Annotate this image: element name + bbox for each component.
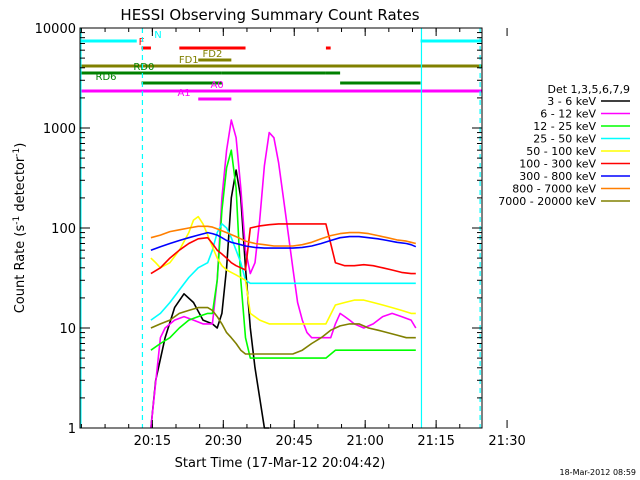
legend-entry-label: 50 - 100 keV (526, 145, 596, 158)
legend-entry-label: 100 - 300 keV (519, 158, 596, 171)
flag-label: N (154, 30, 161, 41)
y-label-exp-2: -1 (12, 148, 22, 157)
series-line (150, 149, 416, 359)
legend-entry-label: 300 - 800 keV (519, 170, 596, 183)
x-axis-label: Start Time (17-Mar-12 20:04:42) (175, 456, 386, 471)
y-axis-label: Count Rate (s-1 detector-1) (12, 143, 28, 314)
vertical-markers (80, 28, 481, 428)
series-line (150, 215, 416, 325)
flag-label: RD0 (133, 62, 154, 73)
flag-bars: NF FD1 FD2 RD0 RD6 A0 A1 (80, 30, 482, 101)
y-tick-label: 1000 (43, 122, 76, 137)
flag-label: FD2 (203, 49, 223, 60)
legend-entry-label: 7000 - 20000 keV (498, 195, 596, 208)
legend-entry-label: 6 - 12 keV (540, 108, 596, 121)
y-tick-label: 100 (51, 222, 76, 237)
axis-ticks: 1 10 100 1000 10000 20:15 20:30 20:45 21:00 21:15… (35, 22, 526, 449)
footer-timestamp: 18-Mar-2012 08:59 (560, 468, 637, 477)
series-lines (150, 119, 417, 429)
y-tick-label: 10000 (35, 22, 76, 37)
x-tick-label: 21:15 (417, 434, 454, 449)
x-tick-label: 20:15 (134, 434, 171, 449)
series-line (150, 119, 417, 429)
legend-entry-label: 800 - 7000 keV (512, 183, 596, 196)
series-line (150, 223, 416, 275)
y-label-exp-1: -1 (12, 216, 22, 225)
series-line (150, 306, 416, 355)
legend-title: Det 1,3,5,6,7,9 (547, 83, 630, 96)
x-tick-label: 20:30 (205, 434, 242, 449)
x-tick-label: 21:30 (488, 434, 525, 449)
flag-label: F (139, 37, 145, 48)
chart-title: HESSI Observing Summary Count Rates (120, 6, 419, 24)
y-tick-label: 1 (68, 422, 76, 437)
x-tick-label: 20:45 (276, 434, 313, 449)
legend-entry-label: 25 - 50 keV (533, 133, 596, 146)
series-line (150, 223, 416, 321)
series-line (150, 169, 270, 429)
legend-entry-label: 3 - 6 keV (547, 95, 596, 108)
flag-label: A1 (177, 88, 190, 99)
y-tick-label: 10 (59, 322, 76, 337)
series-line (150, 225, 416, 247)
y-label-part-3: ) (13, 143, 28, 148)
flag-label: A0 (211, 80, 224, 91)
y-label-part-2: detector (13, 156, 28, 216)
flag-label: RD6 (96, 72, 117, 83)
y-label-part: Count Rate (s (13, 225, 28, 314)
legend-entry-label: 12 - 25 keV (533, 120, 596, 133)
x-tick-label: 21:00 (346, 434, 383, 449)
series-line (150, 231, 417, 251)
flag-label: FD1 (179, 55, 199, 66)
